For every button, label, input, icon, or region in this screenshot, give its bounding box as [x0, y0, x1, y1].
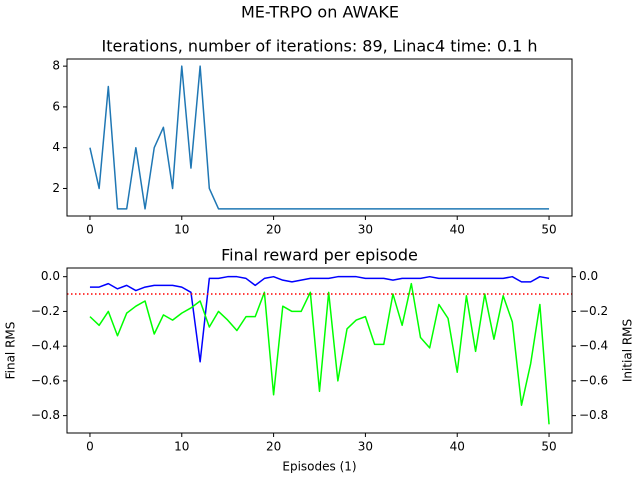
y2-tick-label: 0.0 — [579, 269, 598, 283]
line-series — [89, 282, 550, 425]
y-tick-label: 2 — [52, 181, 60, 195]
x-tick-label: 0 — [86, 223, 94, 237]
y-tick-label: −0.2 — [31, 304, 60, 318]
y2-tick-label: −0.2 — [579, 304, 608, 318]
axes-frame — [66, 267, 573, 434]
y-tick-label: −0.4 — [31, 339, 60, 353]
x-axis-label: Episodes (1) — [282, 460, 356, 474]
x-tick-label: 50 — [541, 223, 556, 237]
x-tick-label: 30 — [358, 223, 373, 237]
y-tick-label: −0.8 — [31, 408, 60, 422]
x-tick-label: 10 — [174, 223, 189, 237]
y-axis-label: Final RMS — [4, 322, 18, 380]
chart-title: Iterations, number of iterations: 89, Li… — [101, 37, 537, 56]
chart-title: Final reward per episode — [221, 246, 418, 265]
y2-tick-label: −0.6 — [579, 373, 608, 387]
y2-tick-label: −0.4 — [579, 339, 608, 353]
y-tick-label: 8 — [52, 59, 60, 73]
x-tick-label: 20 — [266, 223, 281, 237]
x-tick-label: 40 — [450, 440, 465, 454]
x-tick-label: 0 — [86, 440, 94, 454]
y2-tick-label: −0.8 — [579, 408, 608, 422]
line-series — [89, 65, 550, 210]
x-tick-label: 40 — [450, 223, 465, 237]
y-tick-label: −0.6 — [31, 373, 60, 387]
x-tick-label: 30 — [358, 440, 373, 454]
y-tick-label: 0.0 — [41, 269, 60, 283]
x-tick-label: 50 — [541, 440, 556, 454]
x-tick-label: 10 — [174, 440, 189, 454]
axes-frame — [66, 58, 573, 217]
y-tick-label: 4 — [52, 140, 60, 154]
y-tick-label: 6 — [52, 99, 60, 113]
line-series — [89, 275, 550, 363]
y2-axis-label: Initial RMS — [621, 319, 635, 382]
figure-title: ME-TRPO on AWAKE — [241, 3, 399, 22]
x-tick-label: 20 — [266, 440, 281, 454]
